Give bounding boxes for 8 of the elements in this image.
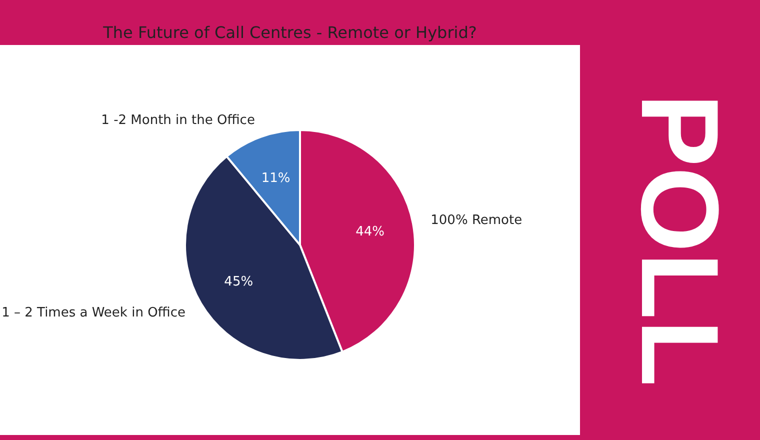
text: POLL bbox=[618, 93, 741, 387]
data-label: 45% bbox=[224, 274, 254, 290]
data-label: 11% bbox=[261, 170, 290, 186]
data-label: 44% bbox=[356, 224, 384, 240]
slice-label: 1 -2 Month in the Office bbox=[101, 112, 255, 128]
chart-title: The Future of Call Centres - Remote or Hybrid? bbox=[102, 23, 477, 42]
slice-label: 1 – 2 Times a Week in Office bbox=[2, 306, 186, 321]
slice-label: 100% Remote bbox=[430, 213, 522, 228]
